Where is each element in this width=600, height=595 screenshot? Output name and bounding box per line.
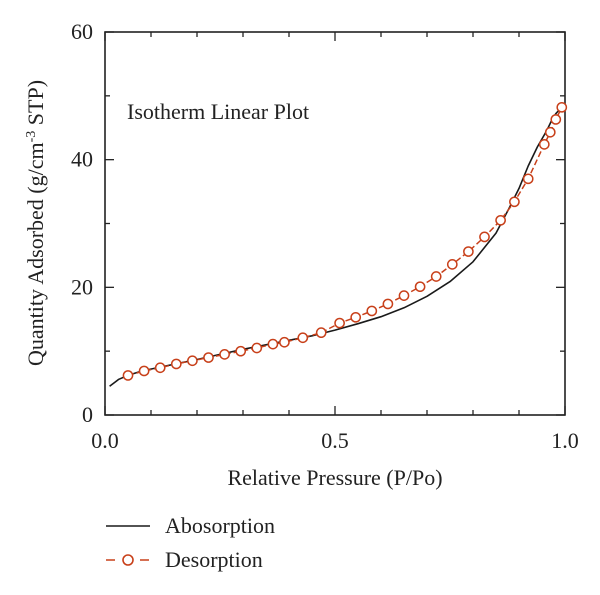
desorption-point (267, 338, 279, 350)
desorption-point (544, 126, 556, 138)
desorption-point (251, 342, 263, 354)
desorption-point (334, 317, 345, 329)
desorption-point (446, 259, 458, 270)
legend-desorption-marker (122, 554, 134, 566)
desorption-point (509, 196, 520, 208)
desorption-point (382, 298, 394, 310)
x-tick-label: 1.0 (551, 428, 579, 453)
desorption-point (366, 305, 378, 317)
desorption-point (430, 271, 442, 282)
plot-frame (104, 31, 566, 416)
desorption-point (414, 281, 426, 293)
desorption-point (170, 358, 182, 370)
y-tick-label: 20 (71, 274, 93, 299)
y-axis-title-main: Quantity Adsorbed (g/cm (23, 142, 48, 366)
desorption-point (187, 355, 198, 367)
legend-desorption-label: Desorption (165, 547, 263, 572)
desorption-point (522, 173, 534, 185)
desorption-point (463, 246, 474, 257)
y-axis-title-sup: -3 (24, 131, 39, 143)
series-layer (109, 101, 568, 387)
desorption-point (538, 138, 550, 150)
desorption-point (219, 349, 230, 360)
plot-frame-group (104, 31, 566, 416)
legend-absorption-label: Abosorption (165, 513, 275, 538)
desorption-point (556, 101, 568, 113)
desorption-point (297, 332, 309, 344)
y-axis-title-end: STP) (23, 80, 48, 131)
desorption-point (154, 362, 166, 374)
desorption-point (398, 290, 410, 301)
y-tick-label: 60 (71, 19, 93, 44)
desorption-point (495, 214, 506, 226)
x-tick-label: 0.0 (91, 428, 119, 453)
y-tick-label: 0 (82, 402, 93, 427)
desorption-point (279, 336, 290, 348)
desorption-point (479, 231, 490, 243)
desorption-point (203, 352, 214, 363)
legend: Abosorption Desorption (106, 513, 275, 572)
plot-annotation: Isotherm Linear Plot (127, 99, 309, 124)
x-tick-label: 0.5 (321, 428, 349, 453)
y-tick-label: 40 (71, 147, 93, 172)
desorption-point (122, 370, 134, 381)
desorption-point (350, 311, 362, 323)
series-absorption-line (109, 108, 561, 387)
y-axis-title: Quantity Adsorbed (g/cm-3 STP) (23, 80, 48, 366)
x-axis-title: Relative Pressure (P/Po) (227, 465, 442, 490)
ticks-group: 0.0 0.5 1.0 0 20 40 60 (71, 19, 579, 453)
desorption-point (235, 345, 247, 357)
desorption-point (550, 114, 562, 125)
series-desorption-line (127, 106, 563, 377)
desorption-point (315, 327, 327, 339)
desorption-point (138, 365, 150, 377)
